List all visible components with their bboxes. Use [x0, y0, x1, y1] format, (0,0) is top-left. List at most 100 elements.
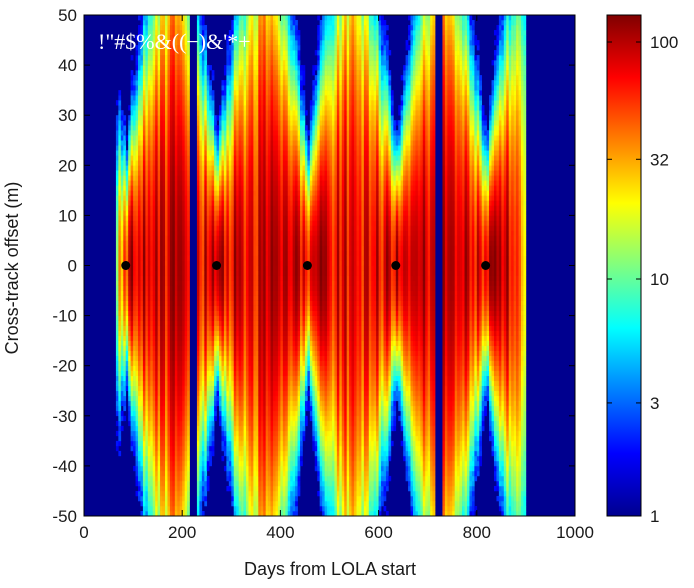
- heat-cell: [133, 85, 136, 91]
- heat-cell: [236, 140, 239, 146]
- heat-cell: [150, 95, 154, 101]
- heat-cell: [174, 155, 178, 161]
- heat-cell: [182, 90, 185, 96]
- heat-cell: [157, 275, 161, 281]
- heat-cell: [199, 40, 203, 46]
- heat-cell: [157, 135, 161, 141]
- heat-cell: [223, 420, 227, 427]
- heat-cell: [246, 170, 249, 176]
- heat-cell: [204, 115, 208, 121]
- heat-cell: [250, 30, 254, 36]
- heat-cell: [165, 365, 168, 372]
- heat-cell: [150, 150, 154, 156]
- heat-cell: [140, 300, 144, 306]
- heat-cell: [152, 425, 156, 432]
- heat-cell: [152, 190, 156, 196]
- heat-cell: [228, 225, 232, 231]
- heat-cell: [115, 320, 119, 326]
- heat-cell: [142, 360, 146, 366]
- heat-cell: [199, 275, 203, 281]
- heat-cell: [150, 235, 154, 241]
- heat-cell: [152, 285, 156, 291]
- heat-cell: [138, 170, 141, 176]
- heat-cell: [118, 195, 122, 201]
- heat-cell: [147, 30, 151, 36]
- heat-cell: [253, 410, 257, 417]
- heat-cell: [145, 140, 149, 146]
- heat-cell: [120, 385, 124, 392]
- heat-cell: [211, 240, 215, 246]
- heat-cell: [255, 30, 259, 36]
- heat-cell: [223, 440, 227, 447]
- heat-cell: [123, 360, 127, 366]
- heat-cell: [142, 500, 146, 507]
- heat-cell: [147, 80, 151, 86]
- heat-cell: [145, 460, 149, 467]
- heat-cell: [147, 85, 151, 91]
- heat-cell: [209, 425, 212, 432]
- heat-cell: [231, 295, 235, 301]
- heat-cell: [253, 380, 257, 387]
- heat-cell: [226, 235, 230, 241]
- heat-cell: [177, 15, 181, 21]
- heat-cell: [182, 135, 185, 141]
- heat-cell: [130, 435, 134, 442]
- heat-cell: [204, 255, 208, 261]
- heat-cell: [133, 245, 136, 251]
- heat-cell: [236, 505, 239, 512]
- heat-cell: [140, 360, 144, 366]
- heat-cell: [115, 380, 119, 387]
- heat-cell: [123, 320, 127, 326]
- heat-cell: [172, 230, 176, 236]
- heat-cell: [155, 175, 158, 181]
- heat-cell: [201, 420, 205, 427]
- heat-cell: [182, 415, 185, 422]
- heat-cell: [226, 440, 230, 447]
- heat-cell: [187, 480, 190, 487]
- heat-cell: [135, 220, 139, 226]
- heat-cell: [182, 420, 185, 427]
- heat-cell: [216, 380, 220, 387]
- heat-cell: [187, 360, 190, 366]
- heat-cell: [243, 230, 247, 236]
- heat-cell: [155, 270, 158, 276]
- heat-cell: [150, 280, 154, 286]
- heat-cell: [226, 155, 230, 161]
- heat-cell: [155, 240, 158, 246]
- heat-cell: [241, 95, 244, 101]
- heat-cell: [160, 170, 163, 176]
- heat-cell: [160, 375, 163, 382]
- heat-cell: [199, 175, 203, 181]
- heat-cell: [209, 100, 212, 106]
- heat-cell: [238, 50, 242, 56]
- heat-cell: [223, 365, 227, 372]
- heat-cell: [206, 230, 210, 236]
- heat-cell: [167, 35, 171, 41]
- heat-cell: [162, 460, 166, 467]
- heat-cell: [204, 150, 208, 156]
- heat-cell: [128, 315, 131, 321]
- heat-cell: [250, 20, 254, 26]
- heat-cell: [123, 240, 127, 246]
- heat-cell: [135, 370, 139, 377]
- heat-cell: [128, 400, 131, 407]
- heat-cell: [135, 420, 139, 427]
- heat-cell: [120, 180, 124, 186]
- heat-cell: [155, 70, 158, 76]
- heat-cell: [184, 310, 188, 316]
- heat-cell: [145, 365, 149, 372]
- heat-cell: [167, 305, 171, 311]
- heat-cell: [169, 365, 173, 372]
- heat-cell: [258, 485, 262, 492]
- heat-cell: [228, 405, 232, 412]
- heat-cell: [206, 350, 210, 356]
- heat-cell: [138, 120, 141, 126]
- heat-cell: [248, 420, 252, 427]
- heat-cell: [255, 290, 259, 296]
- heat-cell: [150, 505, 154, 512]
- heat-cell: [236, 275, 239, 281]
- heat-cell: [179, 190, 183, 196]
- heat-cell: [138, 330, 141, 336]
- heat-cell: [223, 170, 227, 176]
- heat-cell: [140, 180, 144, 186]
